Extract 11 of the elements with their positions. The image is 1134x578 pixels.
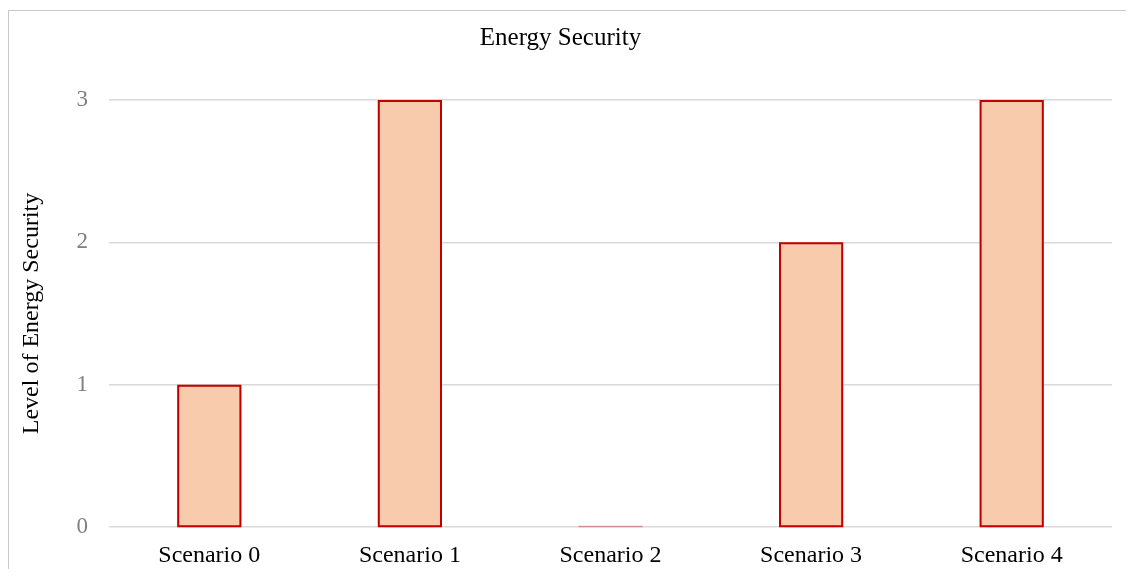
y-tick-label: 0 (76, 513, 88, 539)
chart-title: Energy Security (479, 22, 642, 50)
x-tick-label: Scenario 0 (158, 540, 261, 567)
y-tick-label: 1 (76, 370, 88, 396)
y-tick-label: 3 (76, 86, 88, 112)
x-tick-label: Scenario 3 (760, 540, 863, 567)
x-tick-label: Scenario 1 (358, 540, 461, 567)
y-axis-title: Level of Energy Security (16, 192, 43, 435)
x-tick-label: Scenario 4 (960, 540, 1063, 567)
x-tick-label: Scenario 2 (559, 540, 662, 567)
y-tick-label: 2 (76, 228, 88, 254)
